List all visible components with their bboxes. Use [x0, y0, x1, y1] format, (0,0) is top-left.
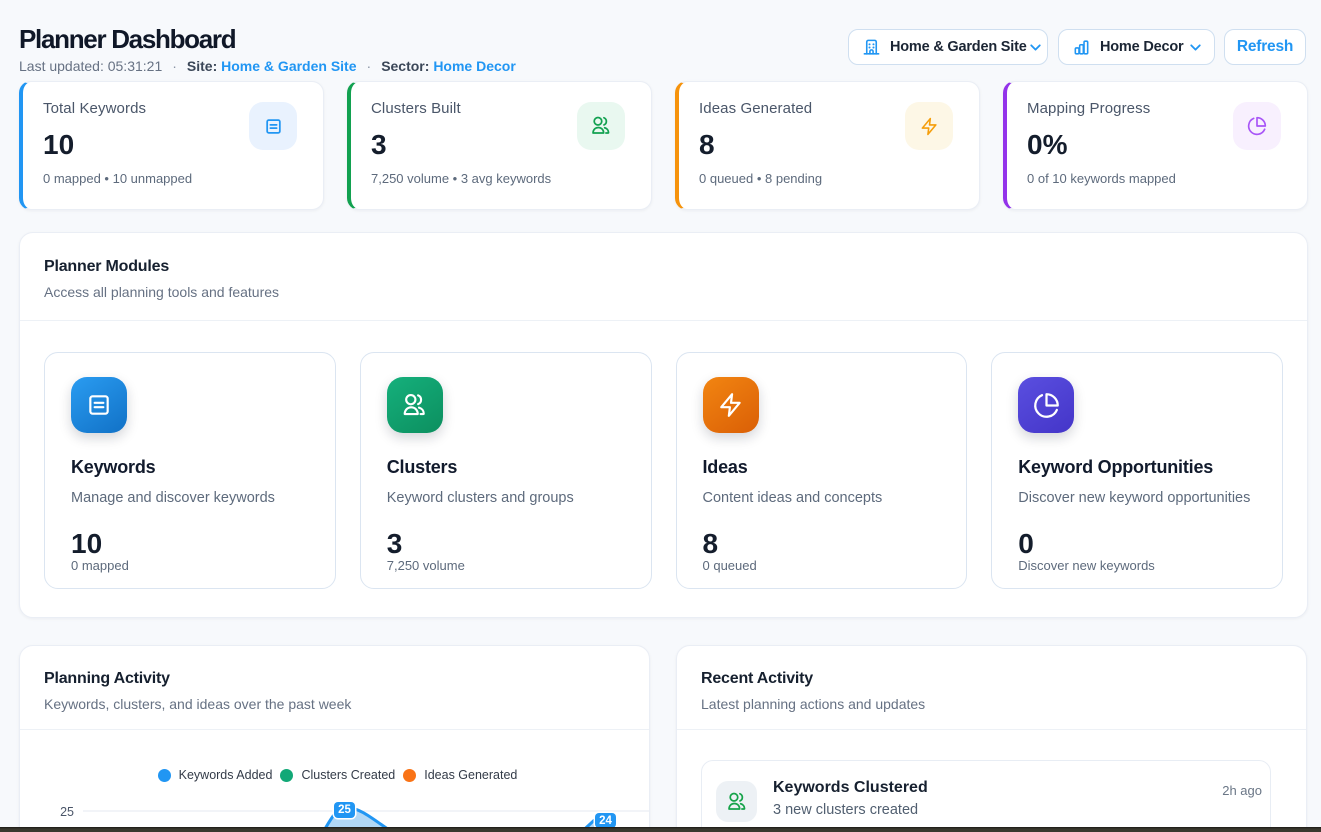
- svg-text:25: 25: [60, 805, 74, 819]
